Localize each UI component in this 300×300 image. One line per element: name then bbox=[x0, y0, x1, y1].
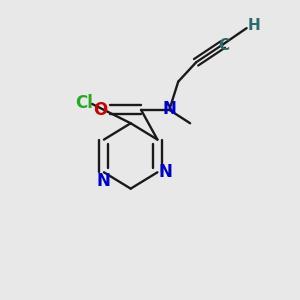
Text: H: H bbox=[248, 18, 260, 33]
Text: Cl: Cl bbox=[75, 94, 93, 112]
Text: N: N bbox=[159, 163, 173, 181]
Text: C: C bbox=[218, 38, 229, 53]
Text: O: O bbox=[93, 101, 107, 119]
Text: N: N bbox=[97, 172, 111, 190]
Text: N: N bbox=[163, 100, 177, 118]
